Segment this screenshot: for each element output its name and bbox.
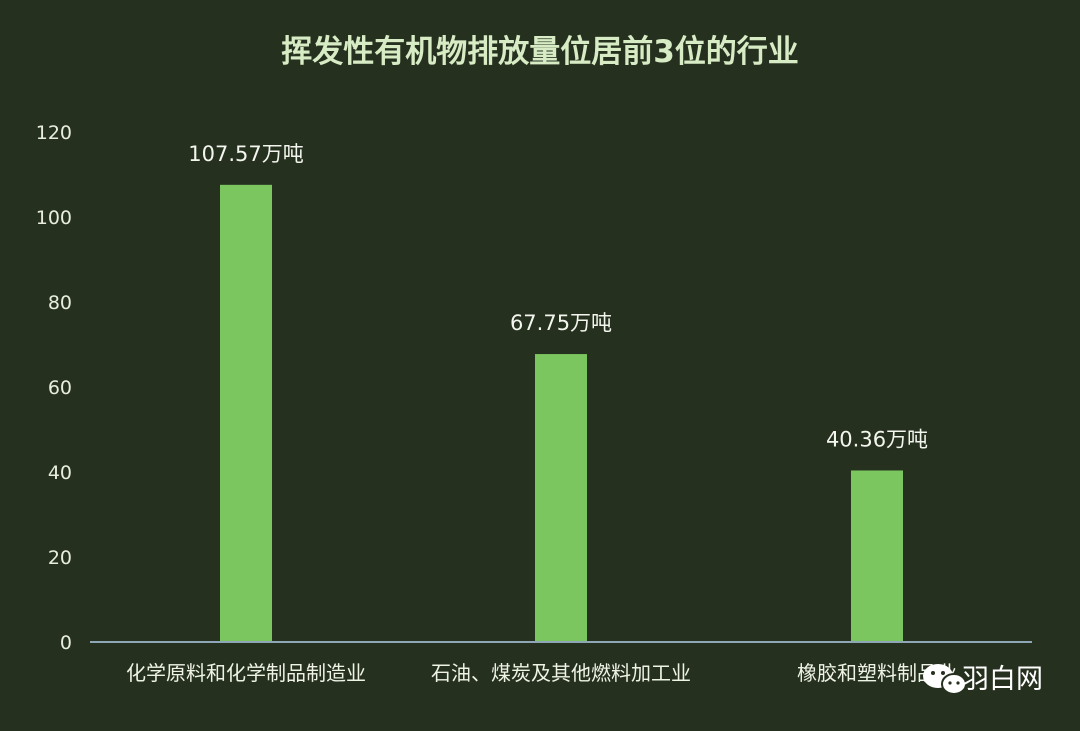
x-category-label: 化学原料和化学制品制造业	[126, 661, 366, 685]
y-tick-label: 120	[36, 122, 72, 144]
data-label: 107.57万吨	[188, 142, 303, 166]
wechat-icon	[923, 664, 967, 695]
data-label: 40.36万吨	[826, 427, 928, 451]
bars	[220, 184, 903, 642]
watermark: 羽白网	[923, 664, 1043, 695]
x-axis: 化学原料和化学制品制造业 石油、煤炭及其他燃料加工业 橡胶和塑料制品业	[126, 661, 957, 685]
bar	[220, 184, 272, 642]
y-axis: 0 20 40 60 80 100 120	[36, 122, 72, 654]
y-tick-label: 0	[60, 632, 72, 654]
data-labels: 107.57万吨 67.75万吨 40.36万吨	[188, 142, 928, 452]
bar	[851, 470, 903, 642]
chart-title: 挥发性有机物排放量位居前3位的行业	[281, 34, 799, 70]
bar	[535, 354, 587, 642]
y-tick-label: 100	[36, 207, 72, 229]
y-tick-label: 20	[48, 547, 72, 569]
x-category-label: 石油、煤炭及其他燃料加工业	[431, 661, 691, 685]
y-tick-label: 80	[48, 292, 72, 314]
watermark-text: 羽白网	[962, 664, 1043, 695]
data-label: 67.75万吨	[510, 311, 612, 335]
y-tick-label: 40	[48, 462, 72, 484]
y-tick-label: 60	[48, 377, 72, 399]
